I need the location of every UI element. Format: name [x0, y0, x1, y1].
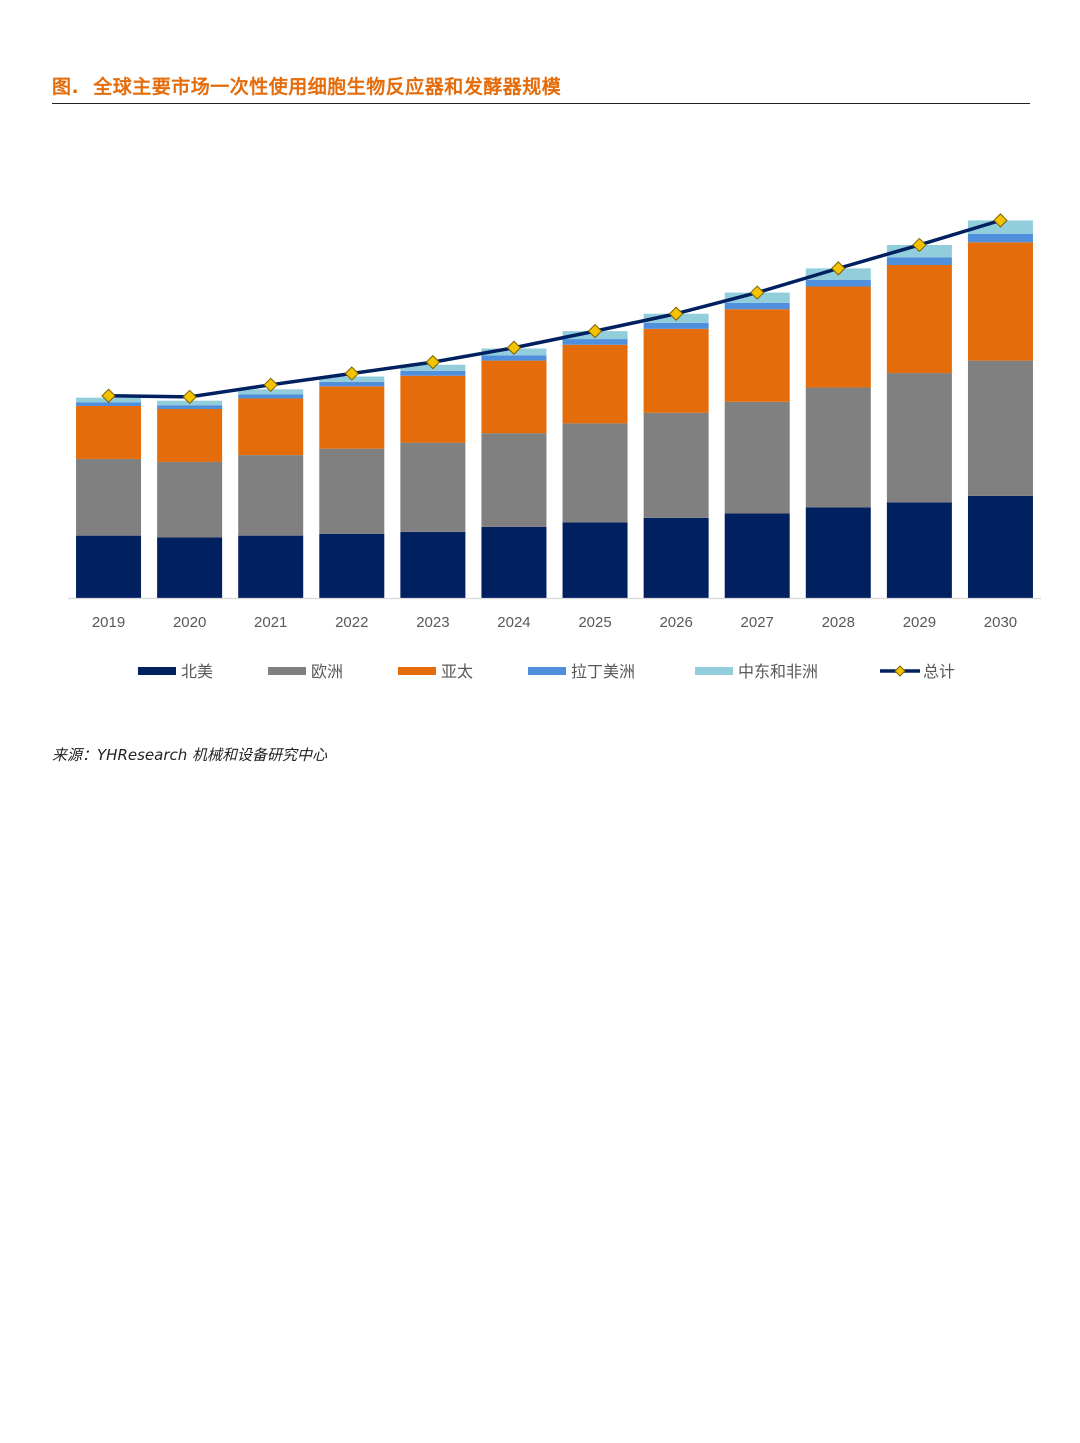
legend-swatch-4 [695, 667, 733, 675]
bar-2030-series-0 [967, 495, 1033, 598]
x-tick-label-2024: 2024 [497, 614, 530, 631]
bar-2019-series-3 [76, 402, 142, 406]
bar-2020-series-1 [157, 461, 223, 538]
total-marker-2027 [750, 285, 765, 300]
bar-2025-series-1 [562, 423, 628, 523]
bar-2030-series-3 [967, 233, 1033, 243]
x-tick-label-2028: 2028 [822, 614, 855, 631]
x-tick-label-2027: 2027 [741, 614, 774, 631]
x-tick-label-2026: 2026 [659, 614, 692, 631]
figure-title-text: 全球主要市场一次性使用细胞生物反应器和发酵器规模 [93, 76, 562, 98]
total-marker-2019 [101, 388, 116, 403]
x-tick-label-2023: 2023 [416, 614, 449, 631]
legend-label-5: 总计 [923, 662, 955, 681]
bar-2025-series-0 [562, 522, 628, 598]
bar-2026-series-3 [643, 322, 709, 329]
bar-2030-series-2 [967, 242, 1033, 361]
stacked-bar-chart: 2019 2020 2021 2022 2023 2024 2025 2026 2027 2028… [68, 213, 1041, 681]
bar-2030-series-1 [967, 360, 1033, 496]
legend-swatch-1 [268, 667, 306, 675]
bar-2028-series-1 [805, 387, 871, 508]
bar-2026-series-0 [643, 517, 709, 598]
bar-2023-series-0 [400, 531, 466, 598]
bar-2020-series-2 [157, 409, 223, 462]
x-tick-label-2025: 2025 [578, 614, 611, 631]
bar-2021-series-3 [238, 394, 304, 399]
bar-2024-series-2 [481, 360, 547, 434]
total-line [108, 218, 1001, 399]
bar-2029-series-0 [886, 502, 952, 598]
bar-2028-series-2 [805, 286, 871, 388]
total-marker-2020 [182, 389, 197, 405]
legend-label-0: 北美 [181, 662, 213, 681]
bar-2026-series-1 [643, 412, 709, 518]
legend-swatch-marker [894, 665, 906, 677]
source-note: 来源：YHResearch 机械和设备研究中心 [52, 746, 328, 764]
bar-2020-series-0 [157, 537, 223, 598]
bar-2019-series-1 [76, 458, 142, 536]
bar-2019-series-2 [76, 405, 142, 459]
bar-layer [76, 220, 1033, 598]
bar-2029-series-3 [886, 257, 952, 265]
total-marker-2030 [993, 213, 1008, 228]
bar-2025-series-3 [562, 339, 628, 345]
total-marker-2023 [425, 354, 441, 370]
bar-2023-series-1 [400, 442, 466, 532]
total-marker-2025 [587, 323, 603, 339]
legend-label-4: 中东和非洲 [738, 662, 818, 681]
total-marker-2024 [506, 340, 522, 355]
bar-2023-series-3 [400, 370, 466, 376]
x-tick-label-2022: 2022 [335, 614, 368, 631]
x-tick-label-2020: 2020 [173, 614, 206, 631]
x-tick-label-2021: 2021 [254, 614, 287, 631]
x-tick-label-2030: 2030 [984, 614, 1017, 631]
bar-2028-series-0 [805, 507, 871, 598]
legend-label-3: 拉丁美洲 [571, 662, 635, 681]
legend-swatch-3 [528, 667, 566, 675]
total-marker-2026 [668, 306, 684, 321]
bar-2022-series-1 [319, 448, 385, 534]
legend-swatch-0 [138, 667, 176, 675]
bar-2021-series-1 [238, 455, 304, 536]
bar-2024-series-3 [481, 355, 547, 361]
bar-2019-series-0 [76, 535, 142, 598]
total-marker-2021 [263, 377, 278, 393]
title-divider [52, 103, 1030, 104]
bar-2021-series-0 [238, 535, 304, 598]
bar-2020-series-3 [157, 405, 223, 409]
x-tick-label-2029: 2029 [903, 614, 936, 631]
bar-2026-series-2 [643, 328, 709, 413]
bar-2021-series-2 [238, 398, 304, 456]
bar-2027-series-1 [724, 401, 790, 514]
bar-2022-series-0 [319, 533, 385, 598]
bar-2028-series-3 [805, 279, 871, 287]
bar-2022-series-3 [319, 381, 385, 387]
bar-2024-series-1 [481, 433, 547, 527]
total-marker-2028 [831, 261, 846, 276]
bar-2027-series-2 [724, 309, 790, 402]
figure-title-prefix: 图. [52, 76, 80, 98]
legend-label-1: 欧洲 [311, 662, 343, 681]
bar-2025-series-2 [562, 344, 628, 424]
legend-label-2: 亚太 [441, 662, 473, 681]
bar-2027-series-3 [724, 302, 790, 310]
bar-2027-series-0 [724, 513, 790, 598]
bar-2023-series-2 [400, 375, 466, 443]
bar-2029-series-1 [886, 373, 952, 503]
total-marker-2022 [344, 366, 359, 381]
bar-2022-series-2 [319, 386, 385, 449]
figure-title: 图. 全球主要市场一次性使用细胞生物反应器和发酵器规模 [52, 72, 561, 99]
total-marker-2029 [912, 237, 927, 253]
x-tick-label-2019: 2019 [92, 614, 125, 631]
bar-2024-series-0 [481, 526, 547, 598]
legend-swatch-2 [398, 667, 436, 675]
bar-2029-series-2 [886, 264, 952, 374]
